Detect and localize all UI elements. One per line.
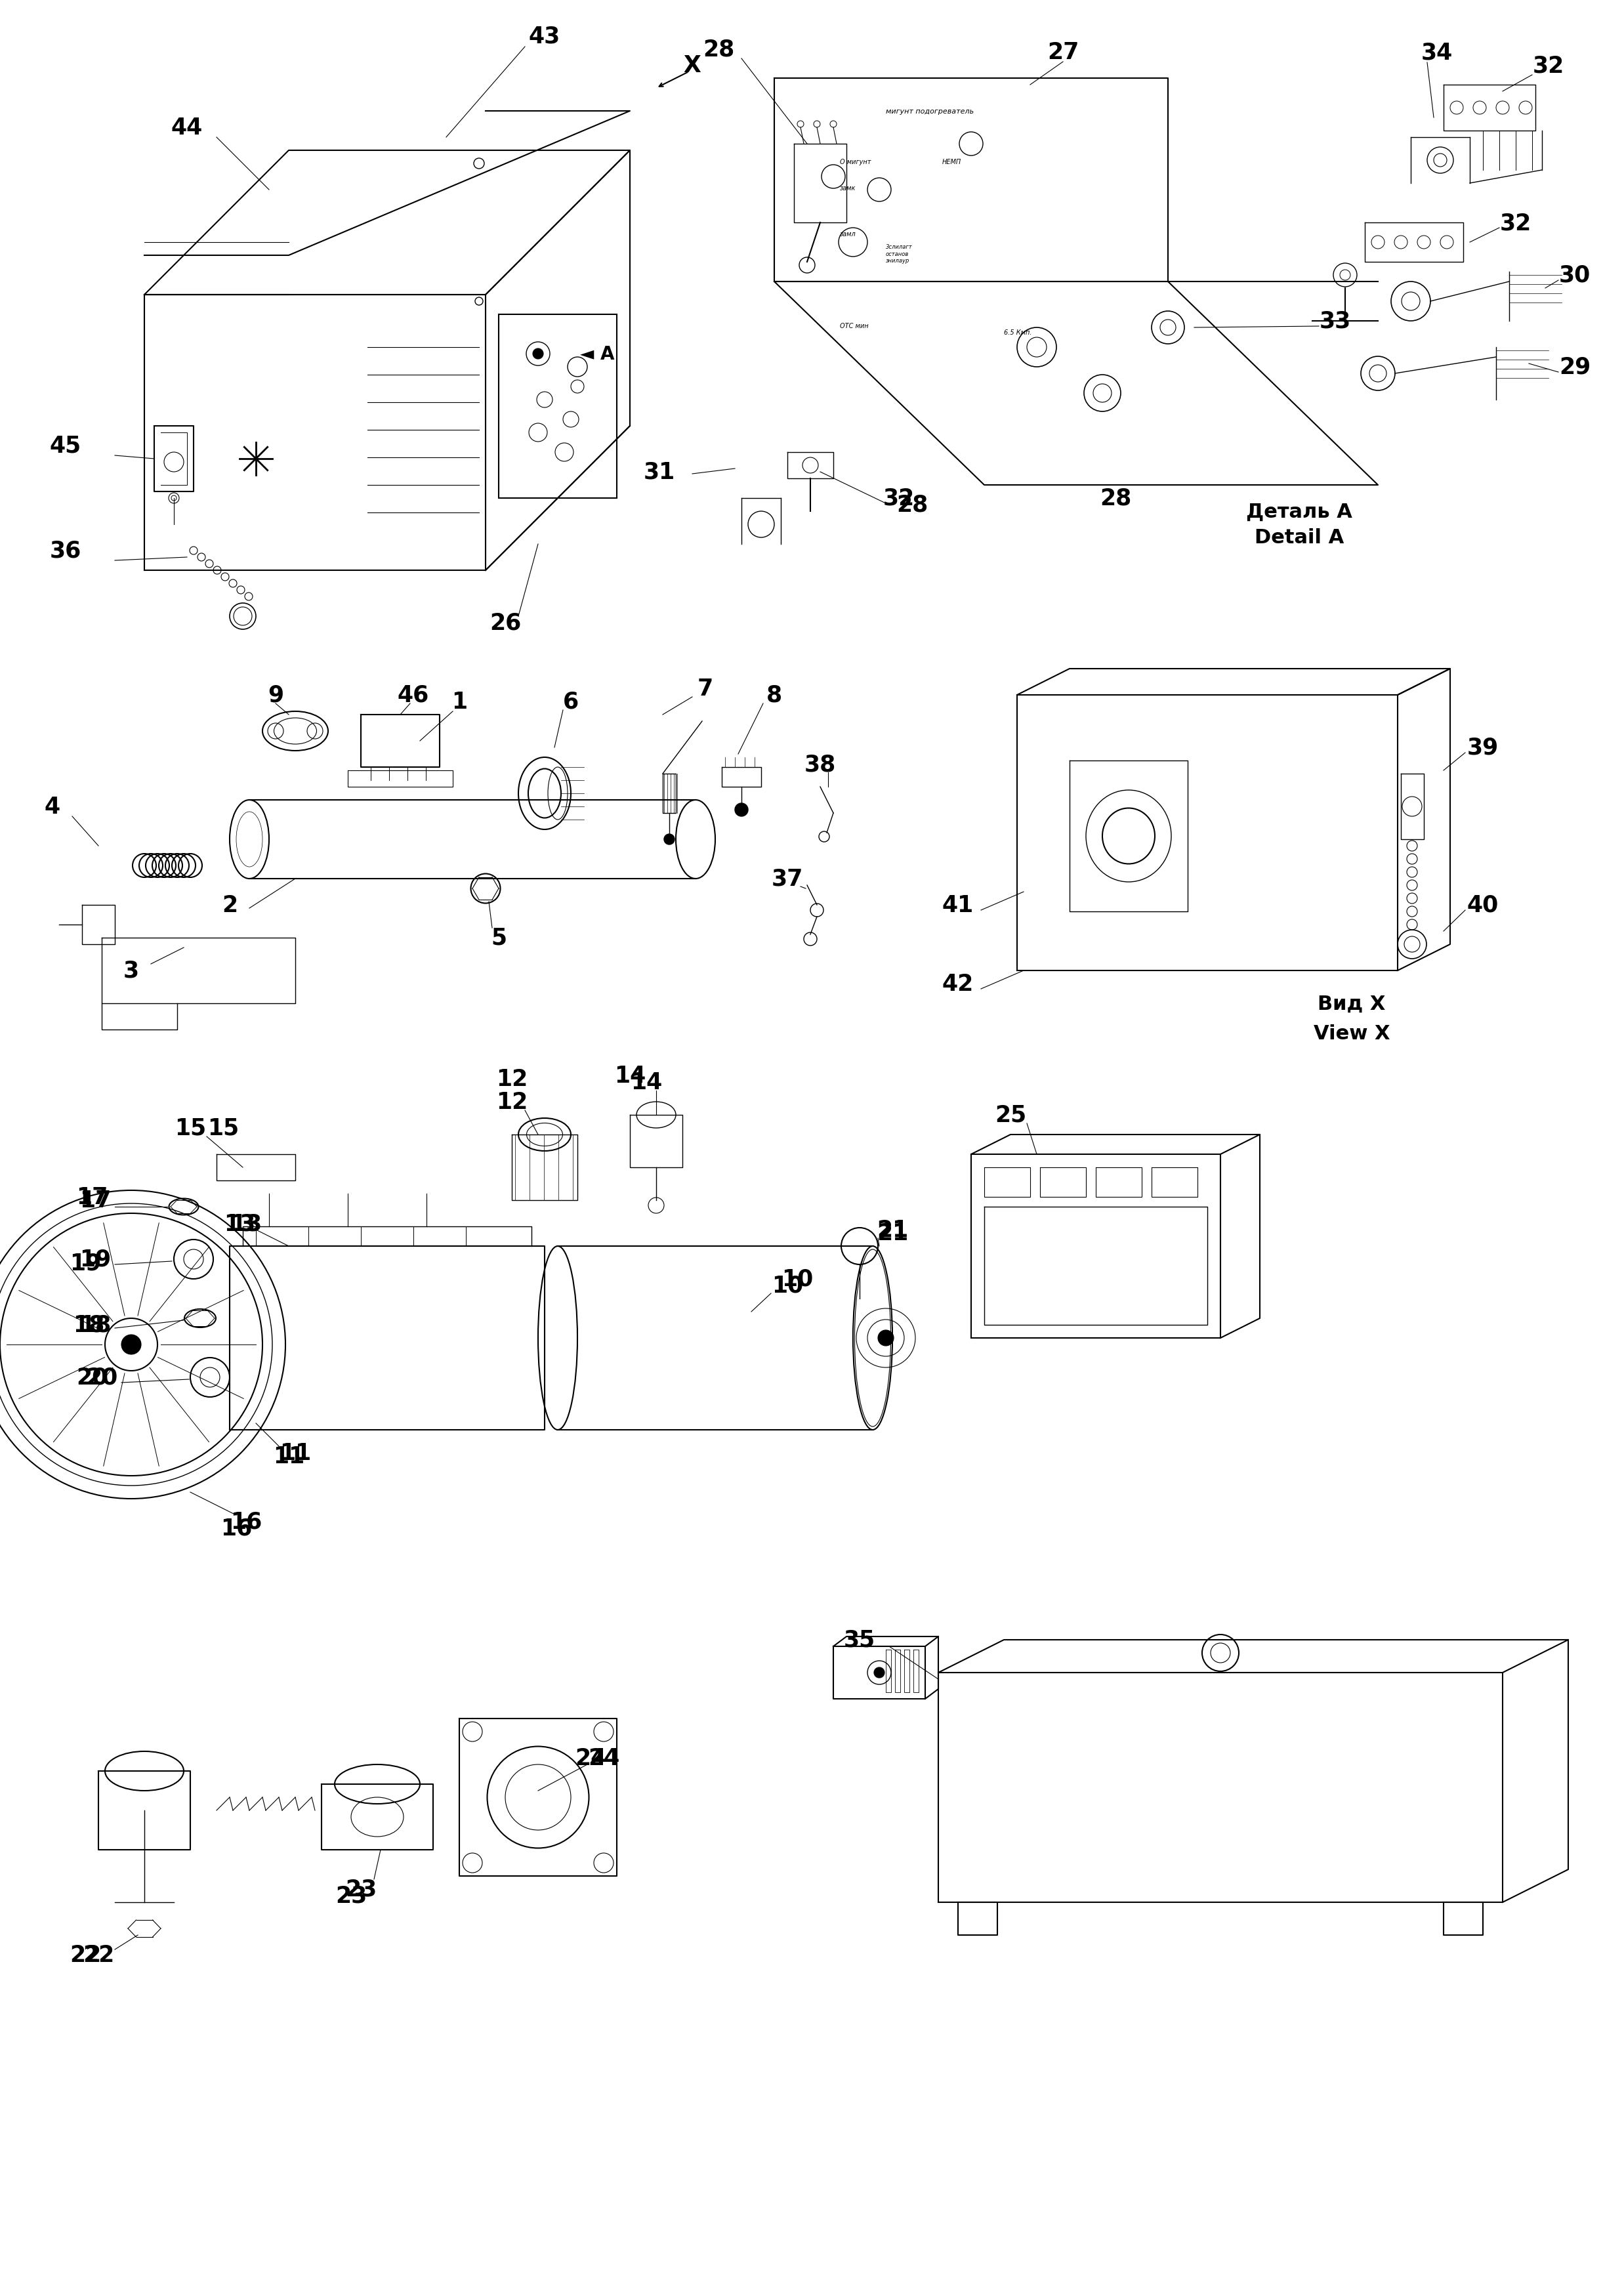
Text: 41: 41 <box>942 895 974 917</box>
Text: 19: 19 <box>80 1249 110 1272</box>
Text: View X: View X <box>1314 1024 1390 1042</box>
Text: замл: замл <box>840 232 856 238</box>
Text: 28: 28 <box>896 495 927 516</box>
Text: 32: 32 <box>1501 211 1531 234</box>
Bar <box>499 316 617 500</box>
Text: 8: 8 <box>767 684 783 706</box>
Text: 1: 1 <box>451 690 468 713</box>
Text: 16: 16 <box>221 1517 252 1540</box>
Text: 15: 15 <box>208 1117 239 1140</box>
Text: 13: 13 <box>231 1213 261 1235</box>
Text: 6.5 Кмп.: 6.5 Кмп. <box>1004 329 1031 336</box>
Text: 31: 31 <box>643 461 676 484</box>
Text: 32: 32 <box>1533 55 1564 77</box>
Text: 36: 36 <box>50 540 81 563</box>
Text: 45: 45 <box>50 436 81 456</box>
Text: 22: 22 <box>70 1944 101 1967</box>
Text: Detail A: Detail A <box>1254 529 1345 547</box>
Text: 4: 4 <box>44 795 60 818</box>
Text: 14: 14 <box>630 1072 663 1095</box>
Text: 35: 35 <box>844 1628 875 1651</box>
Text: Вид X: Вид X <box>1317 995 1385 1013</box>
Text: X: X <box>684 55 702 77</box>
Text: 23: 23 <box>335 1885 367 1908</box>
Text: О мигунт: О мигунт <box>840 159 870 166</box>
Text: 3слилагт
останов
знилаур: 3слилагт останов знилаур <box>885 245 913 263</box>
Text: 26: 26 <box>489 611 521 634</box>
Text: 12: 12 <box>495 1090 528 1113</box>
Text: 30: 30 <box>1559 263 1590 286</box>
Text: 24: 24 <box>575 1746 606 1769</box>
Circle shape <box>533 350 544 359</box>
Text: 20: 20 <box>76 1367 107 1388</box>
Text: 12: 12 <box>495 1067 528 1090</box>
Text: 16: 16 <box>231 1510 261 1533</box>
Text: 9: 9 <box>268 684 284 706</box>
Circle shape <box>736 804 749 818</box>
Text: 39: 39 <box>1466 736 1499 759</box>
Text: 42: 42 <box>942 972 974 995</box>
Text: 24: 24 <box>588 1746 619 1769</box>
Text: 18: 18 <box>73 1315 104 1335</box>
Text: 5: 5 <box>490 927 507 949</box>
Text: замк: замк <box>840 184 856 191</box>
Text: 10: 10 <box>771 1274 804 1297</box>
Text: 40: 40 <box>1466 895 1499 917</box>
Text: 32: 32 <box>883 488 914 509</box>
Text: 44: 44 <box>171 116 203 139</box>
Text: Деталь А: Деталь А <box>1246 502 1353 520</box>
Text: 13: 13 <box>224 1213 255 1235</box>
Text: 37: 37 <box>771 868 804 890</box>
Text: 46: 46 <box>398 684 429 706</box>
Text: 17: 17 <box>76 1185 107 1208</box>
Circle shape <box>664 833 674 845</box>
Text: 11: 11 <box>279 1442 312 1465</box>
Circle shape <box>122 1335 141 1354</box>
Text: 10: 10 <box>781 1267 814 1290</box>
Text: 11: 11 <box>273 1444 305 1467</box>
Circle shape <box>879 1331 893 1347</box>
Text: 33: 33 <box>1319 311 1351 332</box>
Text: 28: 28 <box>1099 488 1132 509</box>
Text: 20: 20 <box>86 1367 117 1388</box>
Text: 18: 18 <box>80 1315 110 1335</box>
Text: 23: 23 <box>344 1878 377 1901</box>
Text: НЕМП: НЕМП <box>942 159 961 166</box>
Text: 29: 29 <box>1559 357 1590 379</box>
Text: 25: 25 <box>994 1104 1026 1126</box>
Text: 21: 21 <box>877 1220 908 1242</box>
Text: 22: 22 <box>83 1944 114 1967</box>
Text: ОТС мин: ОТС мин <box>840 322 869 329</box>
Text: 19: 19 <box>70 1251 101 1274</box>
Text: 27: 27 <box>1047 41 1078 64</box>
Text: 17: 17 <box>80 1190 110 1213</box>
Text: 15: 15 <box>174 1117 206 1140</box>
Text: 14: 14 <box>614 1065 646 1088</box>
Text: 28: 28 <box>703 39 734 61</box>
Text: 3: 3 <box>123 961 140 981</box>
Text: ◄ A: ◄ A <box>580 345 614 363</box>
Text: 34: 34 <box>1421 41 1453 64</box>
Text: 2: 2 <box>222 895 237 917</box>
Circle shape <box>874 1667 885 1678</box>
Text: 6: 6 <box>564 690 578 713</box>
Text: 7: 7 <box>697 677 713 699</box>
Text: 38: 38 <box>804 754 836 774</box>
Text: мигунт подогреватель: мигунт подогреватель <box>885 109 974 116</box>
Text: 43: 43 <box>529 25 560 48</box>
Text: 21: 21 <box>877 1222 908 1245</box>
